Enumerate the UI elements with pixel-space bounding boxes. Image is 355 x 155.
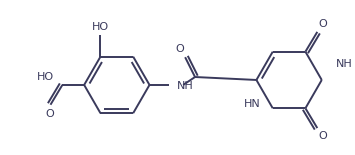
Text: NH: NH — [335, 59, 353, 69]
Text: HN: HN — [244, 99, 261, 109]
Text: NH: NH — [177, 81, 194, 91]
Text: O: O — [318, 131, 327, 141]
Text: O: O — [45, 109, 54, 119]
Text: O: O — [318, 19, 327, 29]
Text: HO: HO — [92, 22, 109, 32]
Text: O: O — [176, 44, 185, 54]
Text: HO: HO — [37, 72, 54, 82]
